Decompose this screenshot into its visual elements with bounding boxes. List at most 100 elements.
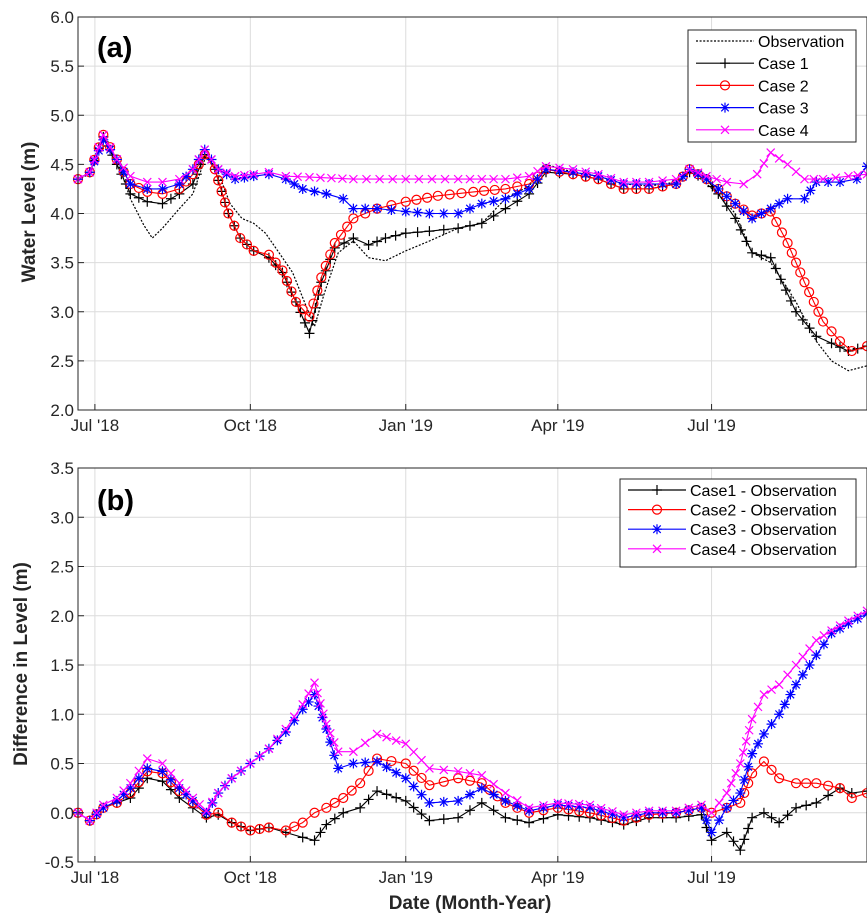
data-point-marker: [512, 800, 523, 811]
data-point-marker: [775, 274, 786, 285]
data-point-marker: [785, 295, 796, 306]
data-point-marker: [500, 183, 511, 195]
data-point-marker: [391, 767, 402, 778]
data-point-marker: [453, 773, 464, 784]
data-point-marker: [280, 827, 291, 838]
data-point-marker: [735, 759, 745, 768]
data-point-marker: [424, 208, 435, 219]
data-point-marker: [581, 167, 591, 177]
data-point-marker: [834, 177, 845, 188]
data-point-marker: [568, 164, 578, 174]
data-point-marker: [465, 174, 475, 184]
data-point-marker: [743, 761, 754, 772]
data-point-marker: [852, 613, 863, 624]
data-point-marker: [524, 183, 535, 194]
data-point-marker: [381, 762, 392, 773]
data-point-marker: [318, 709, 328, 719]
data-point-marker: [134, 766, 144, 776]
data-point-marker: [329, 813, 340, 824]
y-tick-label: -0.5: [45, 853, 74, 872]
data-point-marker: [618, 179, 629, 190]
data-point-marker: [201, 807, 212, 818]
data-point-marker: [408, 802, 419, 813]
data-point-marker: [181, 789, 192, 800]
data-point-marker: [321, 188, 332, 199]
data-point-marker: [766, 148, 776, 158]
data-point-marker: [348, 213, 359, 224]
data-point-marker: [671, 807, 682, 818]
panel-b-difference: -0.5 0.0 0.5 1.0 1.5 2.0 2.5 3.0 3.5 Jul '18 Oct …: [11, 459, 867, 914]
data-point-marker: [477, 770, 487, 780]
data-point-marker: [774, 817, 785, 828]
data-point-marker: [165, 193, 176, 204]
data-point-marker: [118, 166, 129, 177]
data-point-marker: [774, 773, 785, 784]
data-point-marker: [360, 738, 370, 748]
data-point-marker: [424, 797, 435, 808]
data-point-marker: [826, 628, 837, 639]
data-point-marker: [753, 738, 764, 749]
x-tick-label: Jul '19: [687, 868, 736, 887]
data-point-marker: [779, 699, 790, 710]
data-point-marker: [464, 789, 475, 800]
y-tick-label: 3.0: [50, 303, 74, 322]
data-point-marker: [133, 192, 144, 203]
data-point-marker: [249, 169, 259, 179]
x-tick-label: Apr '19: [531, 416, 584, 435]
y-tick-label: 0.5: [50, 755, 74, 774]
data-point-marker: [862, 341, 867, 352]
data-point-marker: [297, 817, 308, 828]
data-point-marker: [187, 795, 198, 806]
data-point-marker: [563, 800, 574, 811]
data-point-marker: [329, 237, 340, 249]
data-point-marker: [219, 197, 231, 208]
data-point-marker: [747, 812, 758, 823]
data-point-marker: [685, 164, 695, 174]
data-point-marker: [728, 836, 739, 847]
data-point-marker: [804, 323, 815, 334]
panel-a-y-axis-label: Water Level (m): [19, 142, 40, 283]
data-point-marker: [263, 822, 275, 833]
data-point-marker: [424, 226, 435, 237]
data-point-marker: [304, 311, 315, 322]
panel-b-label: (b): [97, 485, 134, 517]
data-point-marker: [607, 809, 618, 820]
data-point-marker: [142, 754, 152, 763]
data-point-marker: [726, 778, 736, 788]
legend-marker: [720, 102, 730, 113]
data-point-marker: [401, 739, 411, 749]
data-point-marker: [766, 812, 777, 823]
data-point-marker: [721, 802, 732, 813]
data-point-marker: [696, 802, 707, 813]
x-tick-label: Jul '18: [71, 868, 120, 887]
data-point-marker: [89, 156, 100, 167]
data-point-marker: [552, 809, 563, 820]
data-point-marker: [333, 747, 343, 757]
data-point-marker: [227, 773, 237, 783]
data-point-marker: [791, 660, 801, 670]
data-point-marker: [554, 165, 565, 176]
data-point-marker: [489, 184, 500, 196]
data-point-marker: [808, 296, 819, 308]
data-point-marker: [424, 764, 434, 773]
data-point-marker: [363, 239, 374, 250]
data-point-marker: [799, 277, 810, 288]
data-point-marker: [372, 756, 383, 767]
data-point-marker: [827, 626, 836, 635]
data-point-marker: [722, 177, 732, 187]
data-point-marker: [111, 795, 122, 806]
data-point-marker: [133, 783, 144, 794]
data-point-marker: [476, 218, 487, 229]
data-point-marker: [722, 788, 732, 798]
data-point-marker: [846, 792, 857, 804]
data-point-marker: [834, 783, 846, 794]
data-point-marker: [524, 803, 534, 813]
data-point-marker: [289, 712, 299, 722]
panel-b-y-ticks: -0.5 0.0 0.5 1.0 1.5 2.0 2.5 3.0 3.5: [45, 459, 84, 872]
data-point-marker: [766, 719, 777, 730]
data-point-marker: [348, 174, 358, 184]
data-point-marker: [767, 685, 776, 695]
data-point-marker: [125, 778, 135, 788]
data-point-marker: [826, 326, 837, 337]
data-point-marker: [797, 314, 808, 325]
